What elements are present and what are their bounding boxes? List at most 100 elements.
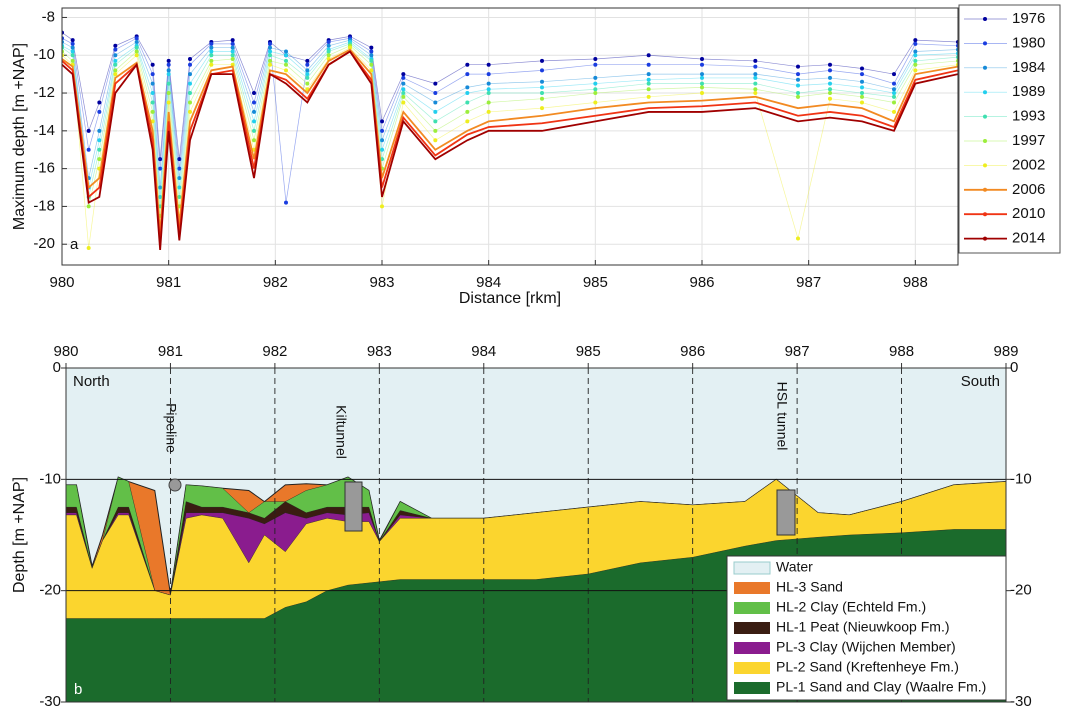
data-point — [230, 38, 235, 43]
legend-box — [726, 555, 1007, 701]
data-point — [465, 62, 470, 67]
data-point — [326, 49, 331, 54]
data-point — [540, 91, 544, 96]
hsl-tunnel-icon — [776, 489, 796, 536]
data-point — [166, 62, 171, 67]
series-line — [62, 43, 958, 207]
data-point — [284, 68, 288, 73]
data-point — [209, 62, 214, 67]
x-tick-label: 987 — [785, 343, 810, 360]
data-point — [700, 91, 704, 96]
data-point — [134, 40, 139, 45]
legend-label: 1980 — [1012, 34, 1045, 51]
x-tick-label: 980 — [49, 274, 74, 291]
data-point — [646, 87, 651, 92]
data-point — [268, 45, 272, 50]
data-point — [486, 72, 491, 77]
data-point — [892, 72, 896, 77]
x-tick-label: 983 — [367, 343, 392, 360]
data-point — [252, 128, 256, 133]
legend-label: 2006 — [1012, 181, 1045, 198]
data-point — [158, 157, 163, 162]
data-point — [268, 49, 272, 54]
x-tick-label: 980 — [53, 343, 78, 360]
data-point — [284, 200, 288, 205]
data-point — [188, 81, 192, 86]
data-point — [593, 91, 598, 96]
data-point — [158, 185, 163, 190]
data-point — [150, 62, 155, 67]
y-tick-label: -16 — [33, 160, 55, 177]
series-line — [62, 50, 958, 250]
data-point — [433, 91, 438, 96]
legend-swatch — [734, 682, 770, 694]
data-point — [892, 87, 896, 92]
data-point — [892, 81, 896, 86]
legend-label: 1984 — [1012, 59, 1045, 76]
legend-swatch — [734, 602, 770, 614]
legend-label: PL-2 Sand (Kreftenheye Fm.) — [776, 659, 959, 675]
plot-frame — [61, 7, 959, 266]
legend-label: HL-3 Sand — [776, 579, 843, 595]
data-point — [892, 109, 896, 114]
data-point — [753, 87, 758, 92]
data-point — [646, 62, 651, 67]
data-point — [796, 72, 800, 77]
legend-marker — [983, 41, 987, 46]
plot-frame — [65, 367, 1007, 703]
data-point — [380, 119, 384, 124]
data-point — [284, 58, 288, 63]
data-point — [828, 62, 832, 67]
data-point — [796, 236, 800, 241]
data-point — [860, 72, 864, 77]
data-point — [97, 100, 102, 105]
data-point — [486, 91, 491, 96]
data-point — [305, 72, 310, 77]
data-point — [465, 119, 470, 124]
data-point — [433, 128, 438, 133]
data-point — [465, 85, 470, 90]
pipeline-icon — [168, 478, 182, 492]
plot-area — [62, 8, 958, 265]
data-point — [486, 100, 491, 105]
data-point — [70, 49, 75, 54]
data-point — [177, 166, 182, 171]
data-point — [230, 53, 235, 58]
data-point — [268, 41, 272, 46]
legend-swatch — [734, 582, 770, 594]
data-point — [796, 94, 800, 99]
data-point — [593, 100, 598, 105]
data-point — [166, 81, 171, 86]
data-point — [188, 91, 192, 96]
data-point — [892, 100, 896, 105]
annotation: HSL tunnel — [774, 382, 790, 451]
data-point — [700, 85, 704, 90]
data-point — [252, 91, 256, 96]
data-point — [230, 49, 235, 54]
data-point — [465, 72, 470, 77]
data-point — [860, 91, 864, 96]
x-tick-label: 987 — [796, 274, 821, 291]
annotation: North — [73, 373, 110, 390]
y-tick-label-right: -20 — [1010, 582, 1032, 599]
data-point — [860, 94, 864, 99]
data-point — [369, 49, 374, 54]
data-point — [97, 147, 102, 152]
legend-label: 1976 — [1012, 10, 1045, 27]
data-point — [913, 62, 918, 67]
y-tick-label-right: 0 — [1010, 359, 1018, 376]
legend-label: 2002 — [1012, 156, 1045, 173]
x-tick-label: 984 — [471, 343, 496, 360]
legend-marker — [983, 187, 987, 192]
data-point — [913, 49, 918, 54]
series-group — [62, 30, 958, 250]
data-point — [540, 58, 544, 63]
data-point — [150, 109, 155, 114]
data-point — [646, 77, 651, 82]
data-point — [268, 58, 272, 63]
data-point — [646, 81, 651, 86]
data-point — [369, 68, 374, 73]
data-point — [177, 176, 182, 181]
data-point — [401, 87, 406, 92]
data-point — [700, 81, 704, 86]
